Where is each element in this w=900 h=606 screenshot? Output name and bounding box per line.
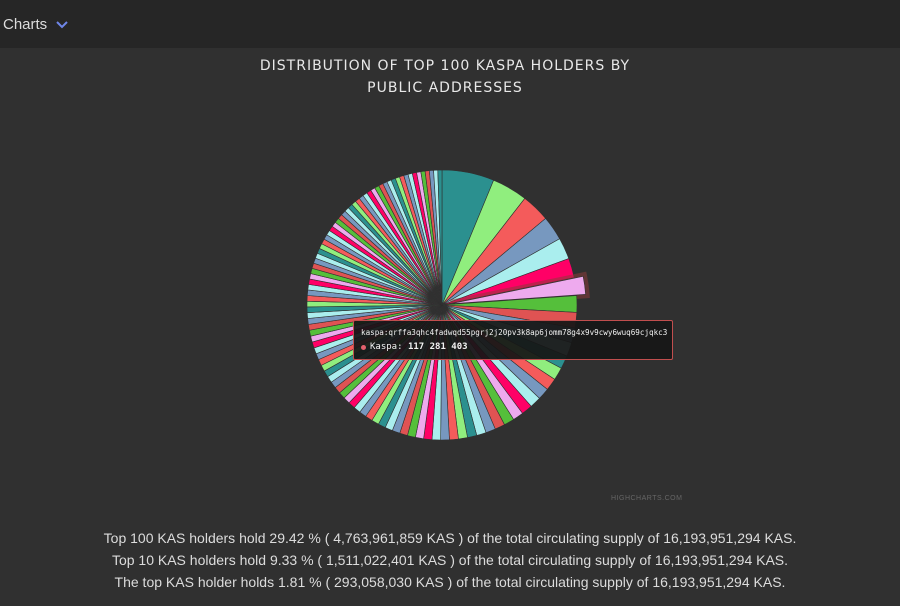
pie-slice[interactable] [450,275,586,305]
pie-chart[interactable] [0,48,900,514]
chevron-down-icon [56,16,68,34]
charts-menu-dropdown[interactable]: Charts [3,14,68,34]
pie-tooltip: kaspa:qrffa3qhc4fadwqd55pgrj2j20pv3k8ap6… [353,320,673,360]
tooltip-address: kaspa:qrffa3qhc4fadwqd55pgrj2j20pv3k8ap6… [361,328,668,337]
tooltip-value-row: Kaspa: 117 281 403 [361,342,468,352]
chart-area: DISTRIBUTION OF TOP 100 KASPA HOLDERS BY… [0,48,900,514]
highcharts-credit[interactable]: HIGHCHARTS.COM [611,495,683,502]
summary-top100: Top 100 KAS holders hold 29.42 % ( 4,763… [103,530,797,546]
summary-top1: The top KAS holder holds 1.81 % ( 293,05… [114,574,786,590]
series-color-dot [361,344,366,350]
pie-slice[interactable] [437,169,443,306]
summary-top10: Top 10 KAS holders hold 9.33 % ( 1,511,0… [111,552,789,568]
tooltip-value: 117 281 403 [407,342,468,352]
charts-menu-label: Charts [3,15,48,33]
holder-summary: Top 100 KAS holders hold 29.42 % ( 4,763… [0,527,900,593]
top-bar: Charts [0,0,900,48]
chart-title: DISTRIBUTION OF TOP 100 KASPA HOLDERS BY… [259,58,631,96]
tooltip-series-label: Kaspa: [370,342,403,352]
